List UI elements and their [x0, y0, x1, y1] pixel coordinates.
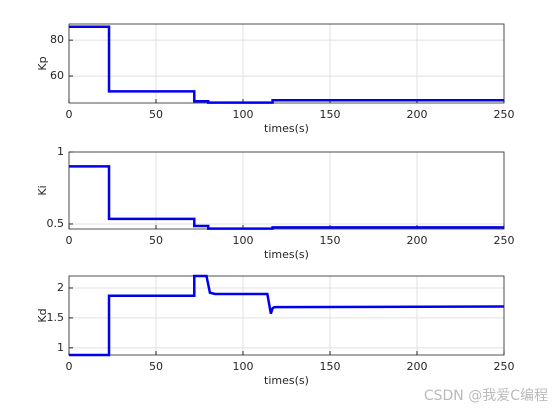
x-tick-label: 150: [320, 234, 341, 247]
axes-box: [68, 151, 505, 230]
axes-box: [68, 23, 505, 104]
x-axis-label: times(s): [264, 374, 309, 387]
series-line: [69, 274, 505, 357]
x-tick-label: 100: [233, 108, 254, 121]
x-axis-label: times(s): [264, 122, 309, 135]
y-tick-label: 80: [50, 33, 64, 46]
plot-area: [69, 24, 504, 103]
y-axis-label: Kd: [36, 308, 49, 322]
x-tick-label: 100: [233, 234, 254, 247]
x-tick-label: 50: [149, 360, 163, 373]
x-tick-label: 0: [66, 108, 73, 121]
y-axis-label: Ki: [36, 185, 49, 195]
y-tick-label: 1.5: [47, 311, 65, 324]
x-tick-label: 200: [407, 360, 428, 373]
plot-area: [69, 152, 504, 229]
y-tick-label: 1: [57, 145, 64, 158]
x-tick-label: 200: [407, 108, 428, 121]
x-tick-label: 250: [494, 108, 515, 121]
y-tick-label: 0.5: [47, 217, 65, 230]
x-tick-label: 150: [320, 108, 341, 121]
x-tick-label: 0: [66, 360, 73, 373]
x-axis-label: times(s): [264, 248, 309, 261]
x-tick-label: 100: [233, 360, 254, 373]
axes-box: [68, 275, 505, 356]
x-tick-label: 0: [66, 234, 73, 247]
x-tick-label: 50: [149, 108, 163, 121]
series-line: [69, 25, 504, 104]
series-line: [69, 165, 504, 230]
x-tick-label: 200: [407, 234, 428, 247]
x-tick-label: 250: [494, 360, 515, 373]
plot-area: [69, 276, 504, 355]
watermark: CSDN @我爱C编程: [424, 388, 548, 404]
y-tick-label: 2: [57, 281, 64, 294]
y-axis-label: Kp: [36, 56, 49, 70]
x-tick-label: 250: [494, 234, 515, 247]
x-tick-label: 50: [149, 234, 163, 247]
y-tick-label: 60: [50, 69, 64, 82]
x-tick-label: 150: [320, 360, 341, 373]
y-tick-label: 1: [57, 341, 64, 354]
